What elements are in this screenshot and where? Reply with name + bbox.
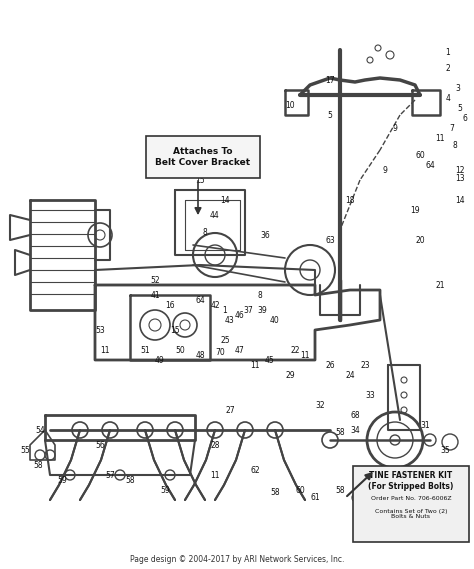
Text: 60: 60	[295, 485, 305, 494]
Text: 58: 58	[33, 460, 43, 469]
Text: 58: 58	[335, 427, 345, 436]
Text: 70: 70	[215, 348, 225, 357]
Text: 9: 9	[392, 123, 397, 133]
Text: 51: 51	[140, 345, 150, 354]
Text: 15: 15	[170, 325, 180, 335]
Text: Order Part No. 706-6006Z: Order Part No. 706-6006Z	[371, 496, 451, 501]
Text: Contains Set of Two (2)
Bolts & Nuts: Contains Set of Two (2) Bolts & Nuts	[375, 509, 447, 519]
FancyBboxPatch shape	[353, 466, 469, 542]
Text: 6: 6	[463, 113, 467, 122]
Text: 26: 26	[325, 361, 335, 369]
Text: 23: 23	[360, 361, 370, 369]
Text: 64: 64	[195, 295, 205, 304]
Text: 62: 62	[250, 465, 260, 475]
Text: 16: 16	[165, 300, 175, 310]
Text: 55: 55	[20, 446, 30, 455]
Text: 8: 8	[453, 141, 457, 150]
Text: 2: 2	[446, 64, 450, 72]
Text: 57: 57	[105, 471, 115, 480]
Text: 5: 5	[457, 104, 463, 113]
Text: 3: 3	[456, 84, 460, 93]
Text: 65: 65	[350, 493, 360, 502]
Text: 1: 1	[223, 306, 228, 315]
Text: 11: 11	[100, 345, 110, 354]
Text: 17: 17	[325, 76, 335, 85]
Text: 36: 36	[260, 230, 270, 240]
Text: 46: 46	[235, 311, 245, 320]
Text: 59: 59	[160, 485, 170, 494]
Text: 59: 59	[57, 476, 67, 484]
Text: 8: 8	[202, 228, 207, 237]
Text: 10: 10	[285, 101, 295, 109]
Text: 7: 7	[449, 123, 455, 133]
Text: 21: 21	[435, 281, 445, 290]
Text: 9: 9	[383, 166, 387, 175]
Text: 42: 42	[210, 300, 220, 310]
Text: 31: 31	[420, 420, 430, 430]
Text: 35: 35	[440, 446, 450, 455]
Text: 61: 61	[310, 493, 320, 501]
Text: 41: 41	[150, 291, 160, 299]
Text: 37: 37	[243, 306, 253, 315]
Text: 47: 47	[235, 345, 245, 354]
Text: 20: 20	[415, 236, 425, 245]
Text: 49: 49	[155, 356, 165, 365]
Text: 53: 53	[95, 325, 105, 335]
Text: 4: 4	[446, 93, 450, 102]
Text: 15: 15	[195, 175, 205, 184]
Text: 22: 22	[290, 345, 300, 354]
Text: Attaches To
Belt Cover Bracket: Attaches To Belt Cover Bracket	[155, 147, 251, 167]
Text: 27: 27	[225, 406, 235, 414]
Text: 33: 33	[365, 390, 375, 399]
Text: 58: 58	[335, 485, 345, 494]
Text: 11: 11	[250, 361, 260, 369]
Text: 40: 40	[270, 315, 280, 324]
Text: 18: 18	[345, 196, 355, 204]
Text: 60: 60	[415, 150, 425, 159]
Text: 11: 11	[210, 471, 220, 480]
Text: 25: 25	[220, 336, 230, 344]
Text: 11: 11	[300, 351, 310, 360]
Text: 64: 64	[425, 160, 435, 170]
Text: 58: 58	[125, 476, 135, 484]
Text: 50: 50	[175, 345, 185, 354]
Text: 12: 12	[455, 166, 465, 175]
Text: 68: 68	[350, 410, 360, 419]
Text: 24: 24	[345, 370, 355, 380]
Text: 14: 14	[220, 196, 230, 204]
FancyBboxPatch shape	[146, 136, 260, 178]
Text: 14: 14	[455, 196, 465, 204]
Text: 19: 19	[410, 205, 420, 215]
Text: 28: 28	[210, 440, 220, 450]
Text: TINE FASTENER KIT
(For Stripped Bolts): TINE FASTENER KIT (For Stripped Bolts)	[368, 471, 454, 490]
Text: 45: 45	[265, 356, 275, 365]
Text: 52: 52	[150, 275, 160, 284]
Text: 69: 69	[365, 488, 375, 497]
Text: 56: 56	[95, 440, 105, 450]
Text: 32: 32	[315, 401, 325, 410]
Text: 39: 39	[257, 306, 267, 315]
Text: 63: 63	[325, 236, 335, 245]
Text: 29: 29	[285, 370, 295, 380]
Text: 54: 54	[35, 426, 45, 435]
Text: 5: 5	[328, 110, 332, 119]
Text: 13: 13	[455, 174, 465, 183]
Text: 1: 1	[446, 47, 450, 56]
Text: 34: 34	[350, 426, 360, 435]
Text: 58: 58	[270, 488, 280, 497]
Text: Page design © 2004-2017 by ARI Network Services, Inc.: Page design © 2004-2017 by ARI Network S…	[130, 555, 344, 564]
Text: 44: 44	[210, 211, 220, 220]
Text: 48: 48	[195, 351, 205, 360]
Text: 11: 11	[435, 134, 445, 142]
Text: 43: 43	[225, 315, 235, 324]
Text: 8: 8	[258, 291, 263, 299]
